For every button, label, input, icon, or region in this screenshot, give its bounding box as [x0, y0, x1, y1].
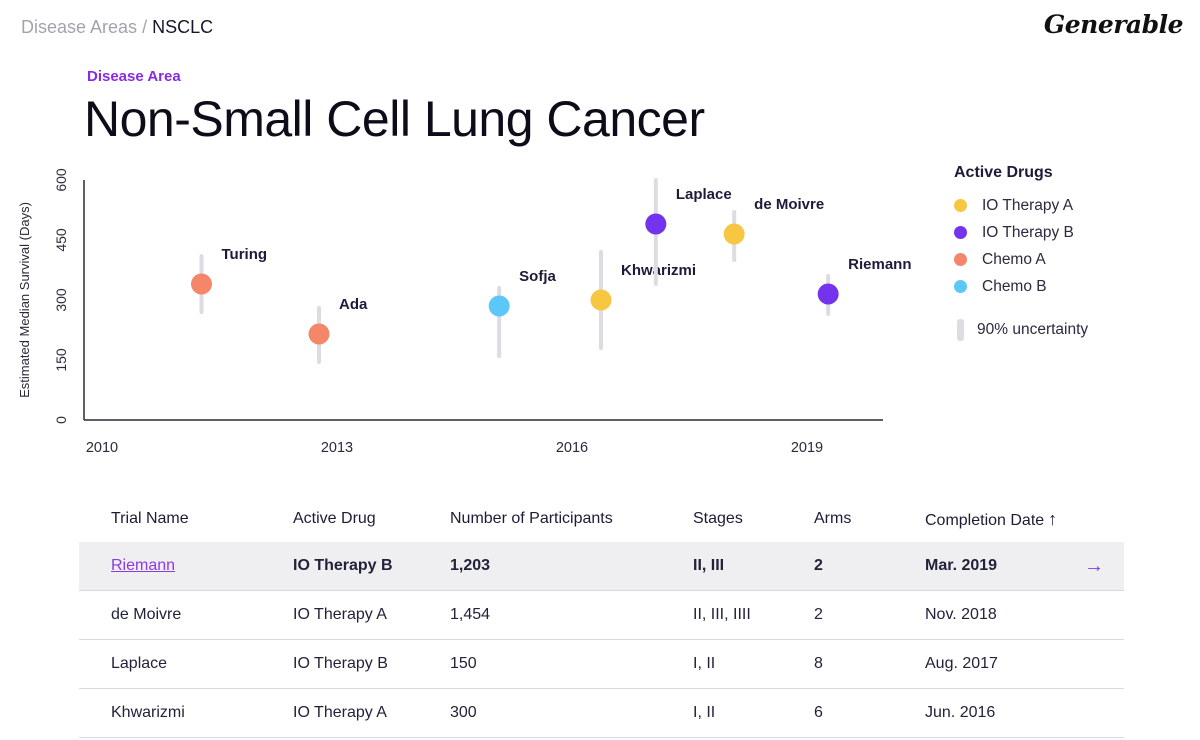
y-tick-label: 150	[53, 348, 69, 372]
active-drug-cell: IO Therapy A	[293, 704, 387, 721]
arms-cell: 8	[814, 655, 823, 672]
data-point-label: Turing	[222, 246, 268, 263]
legend-item-chemo-b[interactable]: Chemo B	[954, 273, 1088, 300]
y-tick-label: 300	[53, 288, 69, 312]
survival-chart: 0 150 300 450 600 Estimated Median Survival (…	[17, 168, 912, 456]
page-title: Non-Small Cell Lung Cancer	[84, 91, 705, 147]
data-point-label: de Moivre	[754, 196, 824, 213]
col-header-trial-name[interactable]: Trial Name	[111, 510, 189, 527]
x-tick-label: 2010	[86, 440, 118, 456]
data-point-label: Ada	[339, 296, 368, 313]
arrow-right-icon[interactable]: →	[1084, 554, 1104, 577]
trial-name-cell: de Moivre	[111, 606, 182, 623]
col-header-completion-date[interactable]: Completion Date ↑	[925, 509, 1057, 530]
legend-item-io-therapy-b[interactable]: IO Therapy B	[954, 219, 1088, 246]
y-tick-label: 450	[53, 228, 69, 252]
data-point	[723, 223, 745, 245]
uncertainty-label: 90% uncertainty	[977, 321, 1089, 338]
table-row[interactable]: Khwarizmi IO Therapy A 300 I, II 6 Jun. …	[79, 689, 1124, 738]
completion-date-cell: Jun. 2016	[925, 704, 996, 721]
participants-cell: 300	[450, 704, 477, 721]
arms-cell: 2	[814, 557, 823, 574]
legend-item-io-therapy-a[interactable]: IO Therapy A	[954, 192, 1088, 219]
data-point	[817, 283, 839, 305]
legend-title: Active Drugs	[954, 164, 1053, 181]
y-tick-label: 600	[53, 168, 69, 192]
legend-label: Chemo B	[982, 277, 1047, 295]
data-point	[191, 273, 212, 295]
active-drug-cell: IO Therapy A	[293, 606, 387, 623]
col-header-participants[interactable]: Number of Participants	[450, 510, 613, 527]
col-header-arms[interactable]: Arms	[814, 510, 852, 527]
arms-cell: 6	[814, 704, 823, 721]
participants-cell: 1,203	[450, 557, 491, 574]
generable-logo[interactable]: Generable	[1043, 10, 1184, 39]
col-header-stages[interactable]: Stages	[693, 510, 743, 527]
yellow-dot-icon	[954, 199, 967, 212]
stages-cell: II, III	[693, 557, 725, 574]
breadcrumb-separator: /	[142, 17, 148, 37]
table-header-row: Trial Name Active Drug Number of Partici…	[79, 496, 1124, 542]
data-point	[590, 289, 612, 311]
legend-label: IO Therapy A	[982, 196, 1074, 214]
purple-dot-icon	[954, 226, 967, 239]
data-point-label: Riemann	[848, 256, 911, 273]
completion-date-cell: Aug. 2017	[925, 655, 998, 672]
disease-area-label: Disease Area	[87, 68, 181, 85]
trial-name-cell: Khwarizmi	[111, 704, 185, 721]
uncertainty-bar-icon	[957, 319, 964, 341]
data-point	[488, 295, 510, 317]
completion-date-cell: Nov. 2018	[925, 606, 997, 623]
completion-date-cell: Mar. 2019	[925, 557, 998, 574]
legend-item-chemo-a[interactable]: Chemo A	[954, 246, 1088, 273]
table-row[interactable]: de Moivre IO Therapy A 1,454 II, III, II…	[79, 591, 1124, 640]
active-drug-cell: IO Therapy B	[293, 557, 393, 574]
x-tick-label: 2013	[321, 440, 353, 456]
breadcrumb-disease-areas-link[interactable]: Disease Areas	[21, 17, 138, 37]
data-point-label: Khwarizmi	[621, 262, 696, 279]
breadcrumb-current: NSCLC	[152, 17, 214, 37]
legend-label: IO Therapy B	[982, 223, 1074, 241]
stages-cell: I, II	[693, 655, 716, 672]
x-tick-label: 2016	[556, 440, 588, 456]
legend: Active Drugs IO Therapy A IO Therapy B C…	[954, 164, 1088, 341]
arrow-up-icon[interactable]: ↑	[1048, 508, 1058, 529]
participants-cell: 150	[450, 655, 477, 672]
active-drug-cell: IO Therapy B	[293, 655, 388, 672]
trial-name-link[interactable]: Riemann	[111, 557, 176, 574]
table-row[interactable]: Riemann IO Therapy B 1,203 II, III 2 Mar…	[79, 542, 1124, 591]
table-row[interactable]: Laplace IO Therapy B 150 I, II 8 Aug. 20…	[79, 640, 1124, 689]
legend-uncertainty: 90% uncertainty	[954, 319, 1088, 341]
orange-dot-icon	[954, 253, 967, 266]
trial-name-cell: Laplace	[111, 655, 168, 672]
breadcrumb: Disease Areas / NSCLC	[21, 17, 213, 38]
stages-cell: II, III, IIII	[693, 606, 751, 623]
arms-cell: 2	[814, 606, 823, 623]
blue-dot-icon	[954, 280, 967, 293]
data-point	[308, 323, 330, 345]
col-header-active-drug[interactable]: Active Drug	[293, 510, 376, 527]
y-tick-label: 0	[53, 416, 69, 424]
col-header-label: Completion Date	[925, 511, 1045, 529]
legend-label: Chemo A	[982, 250, 1046, 268]
data-point	[645, 213, 667, 235]
stages-cell: I, II	[693, 704, 716, 721]
data-point-label: Sofja	[519, 268, 556, 285]
x-tick-label: 2019	[791, 440, 823, 456]
trials-table: Trial Name Active Drug Number of Partici…	[79, 496, 1124, 738]
y-axis-label: Estimated Median Survival (Days)	[17, 202, 32, 398]
data-point-label: Laplace	[676, 186, 732, 203]
participants-cell: 1,454	[450, 606, 491, 623]
